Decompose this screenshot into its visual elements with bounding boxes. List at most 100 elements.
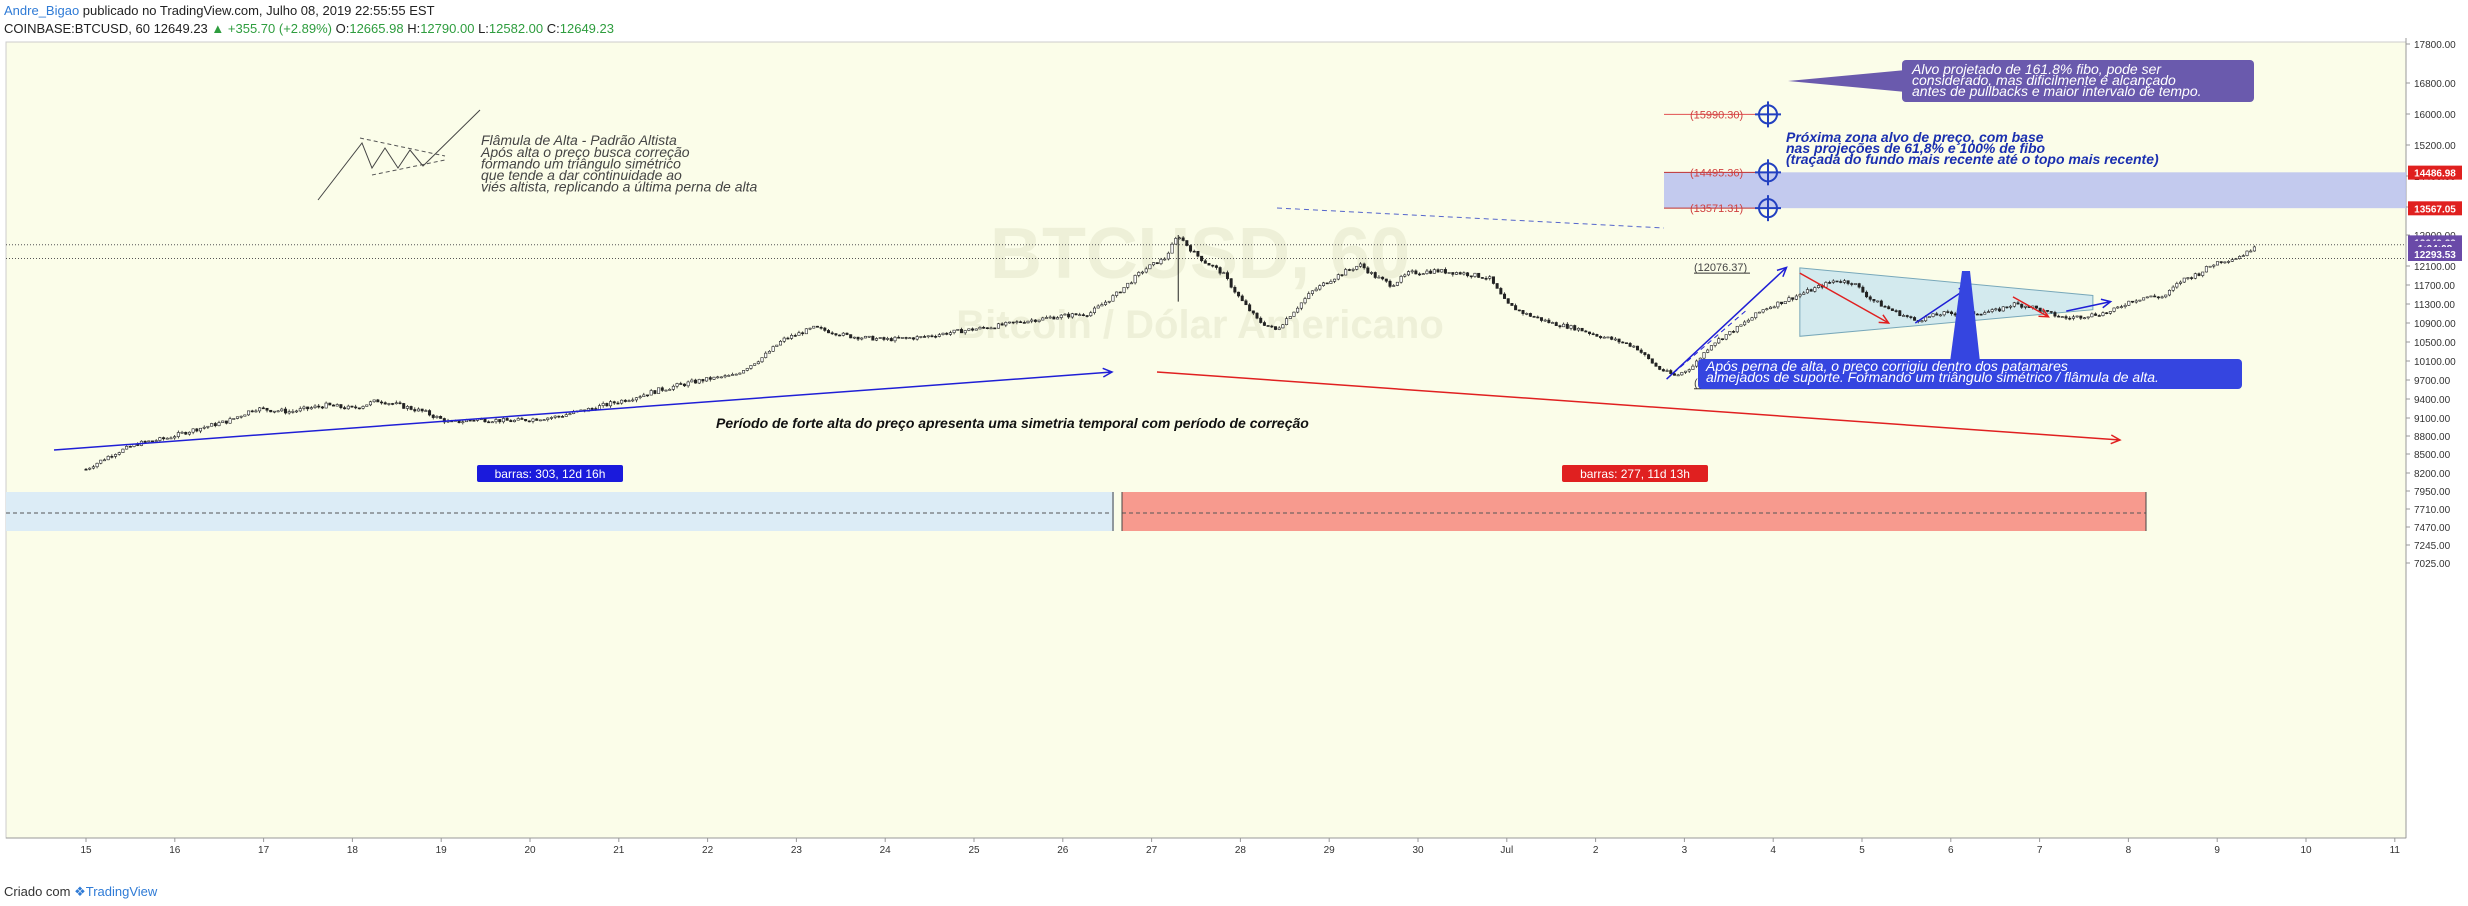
- candle: [719, 376, 723, 379]
- candle: [2097, 315, 2101, 317]
- candle: [1975, 313, 1979, 316]
- candle: [786, 337, 790, 340]
- candle: [1717, 338, 1721, 344]
- candle: [272, 410, 276, 413]
- candle: [1418, 273, 1422, 276]
- candle: [309, 407, 313, 410]
- candle: [1189, 245, 1193, 252]
- candle: [187, 431, 191, 435]
- candle: [679, 383, 683, 385]
- x-tick-label: 11: [2390, 845, 2401, 856]
- candle: [361, 406, 365, 409]
- candle: [664, 389, 668, 392]
- correction-arrow: [1156, 371, 2121, 441]
- candle: [1362, 263, 1366, 269]
- fibo-target-zone[interactable]: [1664, 172, 2406, 209]
- candle: [365, 404, 369, 407]
- candle: [2020, 303, 2024, 308]
- candle: [1377, 276, 1381, 279]
- candle: [1876, 300, 1880, 303]
- candle: [749, 365, 753, 369]
- symbol-label[interactable]: COINBASE:BTCUSD, 60: [4, 21, 150, 36]
- candle: [978, 326, 982, 330]
- candle: [1314, 288, 1318, 292]
- candle: [431, 414, 435, 418]
- candle: [1229, 278, 1233, 288]
- candle: [753, 363, 757, 366]
- bars-range-red[interactable]: [1122, 492, 2146, 531]
- candle: [930, 335, 934, 338]
- candle: [1318, 285, 1322, 290]
- candle: [815, 325, 819, 328]
- candle: [1632, 345, 1636, 348]
- candle: [117, 452, 121, 455]
- candle: [1676, 374, 1680, 377]
- target-callout-line: antes de pullbacks e maior intervalo de …: [1912, 83, 2202, 99]
- price-chart[interactable]: BTCUSD, 60 Bitcoin / Dólar Americano 17800…: [0, 38, 2468, 878]
- candle: [95, 462, 99, 468]
- candle: [1680, 372, 1684, 376]
- candle: [1835, 280, 1839, 283]
- price-change: ▲ +355.70 (+2.89%): [211, 21, 332, 36]
- trend-line: [1276, 207, 1665, 229]
- candle: [1901, 315, 1905, 317]
- candle: [1384, 278, 1388, 282]
- candle: [2212, 264, 2216, 267]
- candle: [1695, 360, 1699, 367]
- candle: [889, 338, 893, 342]
- candle: [1296, 307, 1300, 313]
- candle: [106, 455, 110, 461]
- candle: [1576, 327, 1580, 331]
- price-axis-label: 12293.53: [2414, 250, 2456, 261]
- candle: [2234, 258, 2238, 260]
- candle: [1994, 308, 1998, 311]
- candle: [531, 418, 535, 422]
- candle: [1370, 272, 1374, 274]
- x-tick-label: 22: [702, 845, 714, 856]
- tradingview-link[interactable]: TradingView: [85, 884, 158, 899]
- bars-range-blue[interactable]: [6, 492, 1114, 531]
- x-tick-label: 2: [1593, 845, 1599, 856]
- y-tick-label: 12100.00: [2414, 262, 2456, 273]
- candle: [904, 337, 908, 339]
- candle: [1166, 252, 1170, 260]
- candle: [1831, 280, 1835, 283]
- author-link[interactable]: Andre_Bigao: [4, 3, 80, 18]
- candle: [1159, 258, 1163, 265]
- candle: [863, 335, 867, 339]
- candle: [675, 383, 679, 387]
- candle: [2142, 297, 2146, 301]
- candle: [162, 437, 166, 440]
- candle: [498, 419, 502, 423]
- candle: [2016, 302, 2020, 305]
- candle: [727, 375, 731, 377]
- candle: [354, 406, 358, 409]
- candle: [627, 400, 631, 402]
- candle: [1817, 285, 1821, 288]
- candle: [258, 407, 262, 412]
- candle: [1081, 314, 1085, 316]
- candle: [1085, 315, 1089, 317]
- candle: [900, 337, 904, 339]
- swing-arrow: [2066, 300, 2111, 312]
- candle: [971, 328, 975, 331]
- candle: [819, 327, 823, 329]
- candle: [2245, 250, 2249, 256]
- candle: [1724, 334, 1728, 340]
- candle: [394, 402, 398, 405]
- bars-label-red: barras: 277, 11d 13h: [1580, 467, 1690, 481]
- candle: [1163, 258, 1167, 261]
- candle: [642, 394, 646, 397]
- created-with: Criado com: [4, 884, 71, 899]
- watermark-symbol: BTCUSD, 60: [990, 214, 1410, 294]
- candle: [838, 334, 842, 337]
- candle: [1381, 276, 1385, 280]
- candle: [287, 411, 291, 414]
- candle: [409, 406, 413, 410]
- candle: [206, 425, 210, 428]
- candle: [1207, 263, 1211, 266]
- candle: [1351, 269, 1355, 271]
- candle: [1935, 313, 1939, 316]
- candle: [730, 374, 734, 376]
- candle: [2171, 286, 2175, 291]
